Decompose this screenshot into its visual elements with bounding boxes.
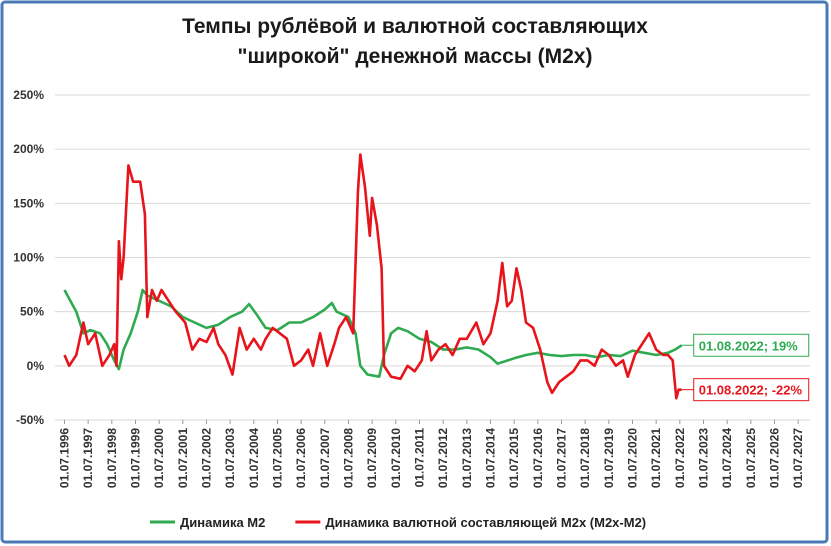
x-tick-label: 01.07.1997: [81, 428, 95, 488]
x-tick-label: 01.07.2014: [483, 428, 497, 488]
x-tick-label: 01.07.2015: [507, 428, 521, 488]
y-tick-label: 200%: [13, 142, 44, 156]
y-tick-label: 50%: [20, 305, 44, 319]
x-tick-label: 01.07.2027: [791, 428, 805, 488]
y-tick-label: 150%: [13, 196, 44, 210]
y-tick-label: 250%: [13, 88, 44, 102]
x-tick-label: 01.07.2013: [460, 428, 474, 488]
x-tick-label: 01.07.2006: [294, 428, 308, 488]
y-tick-label: 100%: [13, 251, 44, 265]
x-tick-label: 01.07.2001: [176, 428, 190, 488]
chart-title: "широкой" денежной массы (М2х): [238, 45, 593, 68]
x-tick-label: 01.07.2002: [199, 428, 213, 488]
x-tick-label: 01.07.2016: [531, 428, 545, 488]
x-tick-label: 01.07.2021: [649, 428, 663, 488]
x-tick-label: 01.07.1996: [57, 428, 71, 488]
x-tick-label: 01.07.2026: [767, 428, 781, 488]
annotation-box: [693, 378, 810, 402]
series-line: [63, 153, 682, 400]
y-tick-label: -50%: [16, 413, 44, 427]
x-tick-label: 01.07.2011: [412, 428, 426, 488]
annotation-box: [693, 333, 810, 357]
x-tick-label: 01.07.1999: [128, 428, 142, 488]
x-tick-label: 01.07.2009: [365, 428, 379, 488]
legend-label: Динамика М2: [180, 515, 265, 530]
annotation: 01.08.2022; 19%: [699, 338, 798, 353]
x-tick-label: 01.07.2017: [554, 428, 568, 488]
x-tick-label: 01.07.2022: [673, 428, 687, 488]
chart-title: Темпы рублёвой и валютной составляющих: [182, 15, 648, 38]
x-tick-label: 01.07.2024: [720, 428, 734, 488]
x-tick-label: 01.07.2007: [318, 428, 332, 488]
annotation: 01.08.2022; -22%: [699, 383, 803, 398]
x-tick-label: 01.07.1998: [105, 428, 119, 488]
x-tick-label: 01.07.2023: [696, 428, 710, 488]
x-tick-label: 01.07.2000: [152, 428, 166, 488]
x-tick-label: 01.07.2025: [744, 428, 758, 488]
x-tick-label: 01.07.2012: [436, 428, 450, 488]
y-tick-label: 0%: [27, 359, 45, 373]
x-tick-label: 01.07.2010: [389, 428, 403, 488]
x-tick-label: 01.07.2004: [247, 428, 261, 488]
series-line: [63, 288, 683, 378]
x-tick-label: 01.07.2020: [625, 428, 639, 488]
x-tick-label: 01.07.2003: [223, 428, 237, 488]
x-tick-label: 01.07.2008: [341, 428, 355, 488]
x-tick-label: 01.07.2019: [602, 428, 616, 488]
x-tick-label: 01.07.2005: [270, 428, 284, 488]
legend-label: Динамика валютной составляющей М2х (М2х-…: [325, 515, 646, 530]
x-tick-label: 01.07.2018: [578, 428, 592, 488]
